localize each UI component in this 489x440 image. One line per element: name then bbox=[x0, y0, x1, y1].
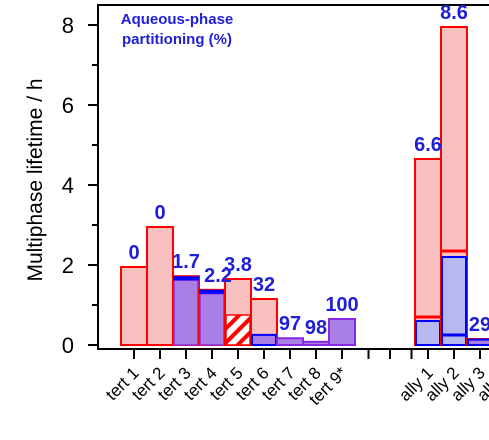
partitioning-label: 98 bbox=[305, 317, 327, 339]
bar-tert-7 bbox=[276, 337, 304, 347]
partitioning-label: 2.2 bbox=[204, 265, 232, 287]
partitioning-title-line: partitioning (%) bbox=[122, 31, 232, 48]
y-tick-label-8: 8 bbox=[62, 13, 74, 38]
bar-ally-3-aqueous bbox=[467, 338, 489, 347]
partitioning-label: 100 bbox=[325, 294, 358, 316]
bar-tert-8 bbox=[302, 340, 330, 346]
bar-ally-1-aqueous bbox=[415, 320, 441, 346]
bar-ally-2-aqueous bbox=[441, 256, 467, 346]
partitioning-label: 0 bbox=[154, 202, 165, 224]
partitioning-label: 32 bbox=[253, 274, 275, 296]
y-axis: 0 2 4 6 8 bbox=[62, 13, 98, 358]
plot-frame bbox=[97, 4, 489, 350]
partitioning-label: 29 bbox=[469, 314, 489, 336]
bar-tert-6-aqueous bbox=[251, 333, 277, 347]
bar-tert-3-aqueous bbox=[173, 279, 199, 346]
bars-group bbox=[120, 26, 489, 347]
y-tick-label-2: 2 bbox=[62, 253, 74, 278]
partitioning-label: 1.7 bbox=[172, 251, 200, 273]
bar-tert-4-aqueous bbox=[199, 293, 225, 346]
partitioning-label: 97 bbox=[279, 313, 301, 335]
bar-tert-2 bbox=[146, 226, 174, 346]
partitioning-label: 0 bbox=[128, 242, 139, 264]
bar-tert-5-hatched bbox=[225, 314, 251, 346]
partitioning-label: 8.6 bbox=[440, 2, 468, 24]
bar-tert-1 bbox=[120, 266, 148, 346]
y-tick-label-6: 6 bbox=[62, 93, 74, 118]
partitioning-label: 6.6 bbox=[414, 134, 442, 156]
y-tick-label-4: 4 bbox=[62, 173, 74, 198]
y-tick-label-0: 0 bbox=[62, 333, 74, 358]
bar-tert-9 bbox=[328, 318, 356, 346]
y-axis-title: Multiphase lifetime / h bbox=[24, 78, 47, 281]
partitioning-label: 3.8 bbox=[224, 254, 252, 276]
partitioning-title: Aqueous-phase partitioning (%) bbox=[121, 11, 234, 48]
partitioning-title-line: Aqueous-phase bbox=[121, 11, 234, 28]
